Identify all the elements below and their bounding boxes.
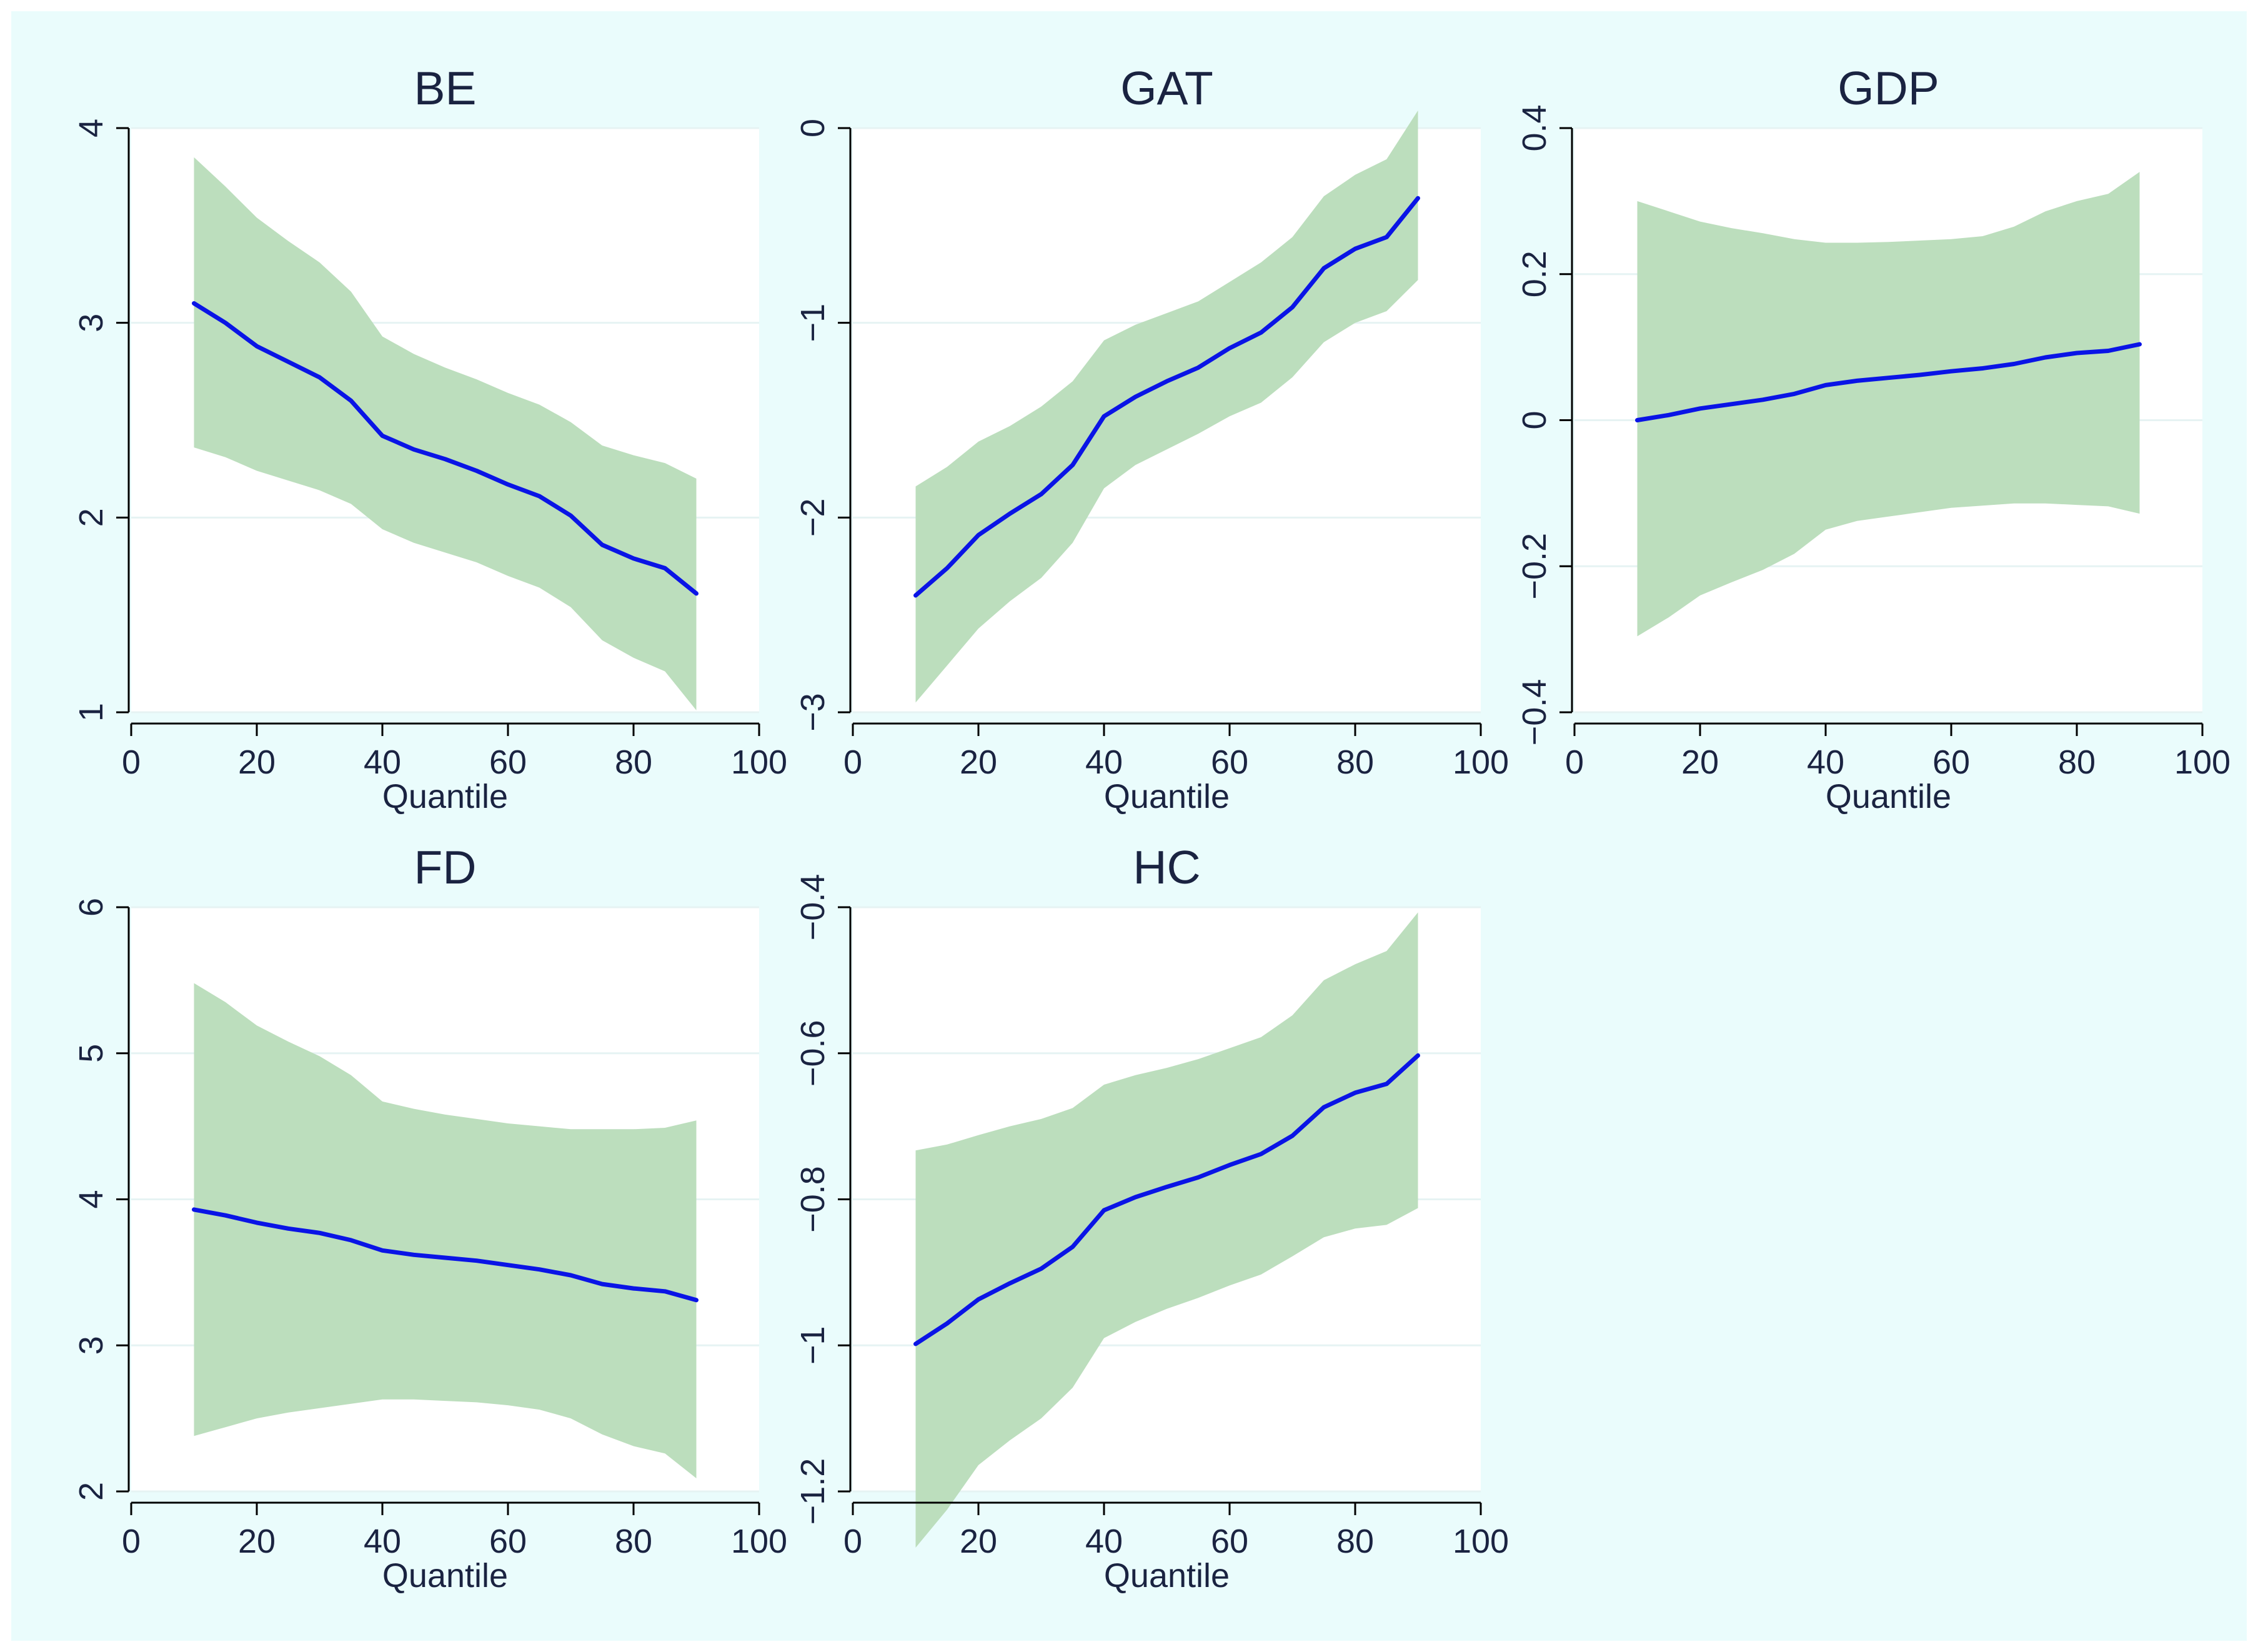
confidence-band: [915, 110, 1418, 703]
x-tick-label: 60: [489, 1523, 527, 1560]
x-tick-label: 60: [1932, 744, 1970, 781]
y-tick-label: 0.4: [1516, 104, 1553, 151]
y-tick-label: 0: [794, 119, 832, 137]
y-tick-label: 4: [72, 119, 110, 137]
x-tick-label: 80: [615, 744, 652, 781]
x-tick-label: 40: [1085, 744, 1123, 781]
x-tick-label: 100: [2174, 744, 2231, 781]
y-tick-label: 5: [72, 1044, 110, 1063]
y-tick-label: −0.2: [1516, 533, 1553, 600]
y-tick-label: 3: [72, 1336, 110, 1355]
x-tick-label: 20: [960, 1523, 997, 1560]
panel-hc: 0 20 40 60 80 100 −1.2 −1 −0.8 −0.6 −0.4 Quantile HC: [794, 841, 1509, 1595]
y-tick-label: 4: [72, 1190, 110, 1208]
coefficient-line: [913, 196, 1420, 598]
coefficient-line: [913, 1053, 1420, 1346]
x-tick-label: 100: [731, 1523, 787, 1560]
x-tick-label: 100: [1453, 1523, 1509, 1560]
y-tick-label: −3: [794, 693, 832, 732]
x-axis-label: Quantile: [382, 1557, 508, 1595]
x-tick-label: 0: [122, 1523, 141, 1560]
y-tick-label: −0.4: [794, 874, 832, 941]
y-tick-label: −1.2: [794, 1458, 832, 1525]
x-tick-label: 100: [1453, 744, 1509, 781]
x-tick-label: 20: [960, 744, 997, 781]
x-tick-label: 80: [1336, 1523, 1374, 1560]
x-tick-label: 0: [843, 744, 862, 781]
y-tick-label: −0.8: [794, 1166, 832, 1233]
x-tick-label: 80: [615, 1523, 652, 1560]
y-tick-label: −1: [794, 1326, 832, 1365]
x-tick-label: 100: [731, 744, 787, 781]
x-tick-label: 60: [489, 744, 527, 781]
y-tick-label: 0: [1516, 411, 1553, 429]
y-tick-label: 3: [72, 314, 110, 332]
panel-fd: 0 20 40 60 80 100 2 3 4 5 6 Quantile FD: [72, 841, 787, 1595]
coefficient-line: [192, 301, 699, 596]
x-tick-label: 60: [1211, 744, 1248, 781]
x-axis-label: Quantile: [1104, 778, 1230, 815]
y-tick-label: 0.2: [1516, 251, 1553, 297]
panel-title: HC: [1133, 841, 1200, 893]
x-axis-label: Quantile: [382, 778, 508, 815]
x-tick-label: 60: [1211, 1523, 1248, 1560]
panel-gat: 0 20 40 60 80 100 −3 −2 −1 0 Quantile GAT: [794, 62, 1509, 815]
y-tick-label: −1: [794, 304, 832, 342]
panel-title: GAT: [1120, 62, 1213, 114]
confidence-band: [194, 157, 697, 710]
panel-be: 0 20 40 60 80 100 1 2 3 4 Quantile BE: [72, 62, 787, 815]
x-tick-label: 40: [1085, 1523, 1123, 1560]
x-tick-label: 80: [1336, 744, 1374, 781]
y-tick-label: −0.6: [794, 1020, 832, 1087]
coefficient-line: [1635, 342, 2142, 422]
panel-title: GDP: [1838, 62, 1939, 114]
x-tick-label: 20: [238, 744, 276, 781]
x-axis-label: Quantile: [1826, 778, 1951, 815]
panel-title: BE: [414, 62, 476, 114]
panel-title: FD: [414, 841, 477, 893]
confidence-band: [194, 983, 697, 1478]
x-tick-label: 40: [1807, 744, 1844, 781]
coefficient-line: [192, 1207, 699, 1303]
x-tick-label: 80: [2058, 744, 2096, 781]
y-tick-label: 1: [72, 703, 110, 722]
x-tick-label: 40: [364, 1523, 401, 1560]
x-axis-label: Quantile: [1104, 1557, 1230, 1595]
y-tick-label: −2: [794, 499, 832, 537]
confidence-band: [915, 912, 1418, 1548]
y-tick-label: 2: [72, 1482, 110, 1501]
x-tick-label: 0: [843, 1523, 862, 1560]
panel-gdp: 0 20 40 60 80 100 −0.4 −0.2 0 0.2 0.4 Quantile GDP: [1516, 62, 2231, 815]
confidence-band: [1637, 172, 2140, 637]
y-tick-label: 2: [72, 508, 110, 527]
x-tick-label: 40: [364, 744, 401, 781]
x-tick-label: 0: [122, 744, 141, 781]
y-tick-label: −0.4: [1516, 679, 1553, 746]
x-tick-label: 20: [1681, 744, 1719, 781]
x-tick-label: 20: [238, 1523, 276, 1560]
y-tick-label: 6: [72, 898, 110, 917]
x-tick-label: 0: [1565, 744, 1584, 781]
